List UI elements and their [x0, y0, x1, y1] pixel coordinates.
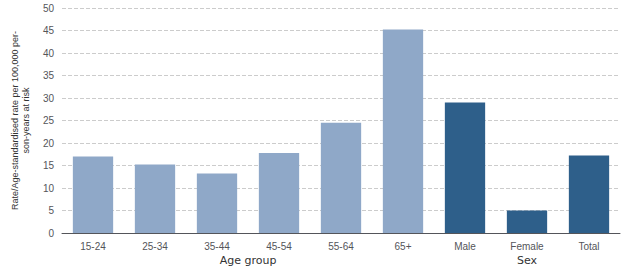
svg-text:25-34: 25-34: [142, 241, 168, 252]
svg-text:5: 5: [48, 205, 54, 216]
svg-text:son-years at risk: son-years at risk: [21, 87, 31, 154]
svg-text:Male: Male: [454, 241, 476, 252]
svg-text:30: 30: [43, 93, 55, 104]
svg-text:50: 50: [43, 3, 55, 14]
svg-text:0: 0: [48, 228, 54, 239]
svg-text:15-24: 15-24: [80, 241, 106, 252]
svg-text:Rate/Age-standardised rate per: Rate/Age-standardised rate per 100,000 p…: [10, 31, 20, 210]
svg-text:55-64: 55-64: [328, 241, 354, 252]
svg-text:35-44: 35-44: [204, 241, 230, 252]
svg-text:20: 20: [43, 138, 55, 149]
svg-text:45-54: 45-54: [266, 241, 292, 252]
svg-text:Sex: Sex: [517, 254, 538, 267]
svg-text:45: 45: [43, 25, 55, 36]
svg-text:10: 10: [43, 183, 55, 194]
svg-text:35: 35: [43, 70, 55, 81]
svg-text:Age group: Age group: [220, 254, 277, 267]
svg-text:25: 25: [43, 115, 55, 126]
svg-text:65+: 65+: [395, 241, 412, 252]
svg-text:Female: Female: [510, 241, 544, 252]
svg-text:Total: Total: [578, 241, 599, 252]
svg-text:40: 40: [43, 48, 55, 59]
svg-text:15: 15: [43, 160, 55, 171]
